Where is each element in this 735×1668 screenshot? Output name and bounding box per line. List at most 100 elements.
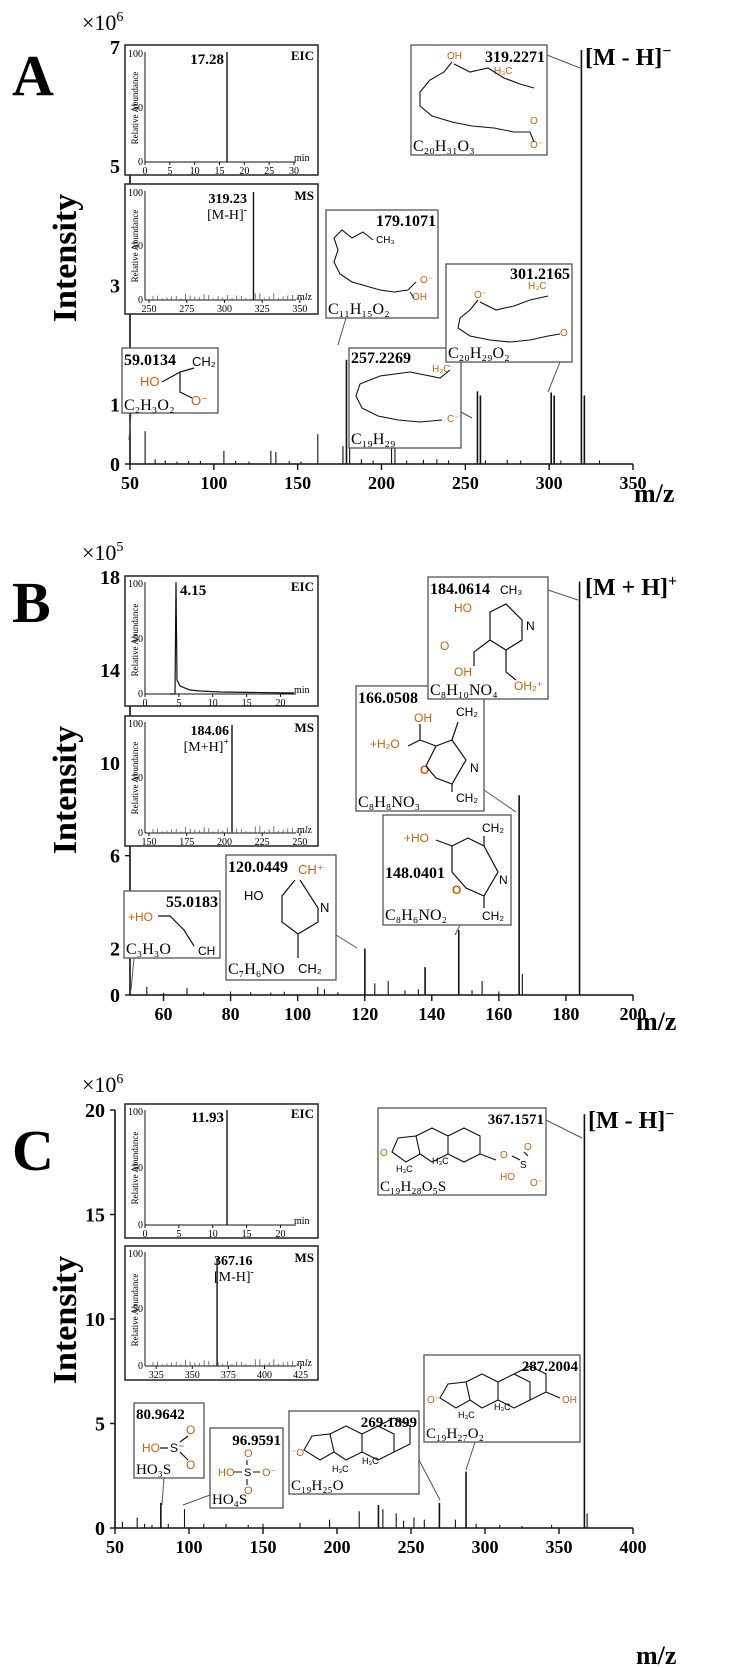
- svg-text:×106: ×106: [82, 1072, 123, 1097]
- x-axis-label: m/z: [634, 479, 674, 508]
- structure-drawing: [457, 295, 561, 343]
- fragment-formula: HO₄S: [212, 1492, 247, 1508]
- annotation-301: 301.2165 C₂₀H₂₉O₂ O⁻ H₃C O: [445, 263, 573, 393]
- ms-inset: Relative Abundance 100 50 0 MS 367.16 [M…: [124, 1245, 319, 1381]
- fragment-mz: 179.1071: [376, 213, 436, 230]
- y-axis-label: Intensity: [47, 1256, 84, 1384]
- ms-ion-sup: +: [223, 737, 229, 748]
- svg-text:[M+H]+: [M+H]+: [184, 737, 230, 755]
- inset-x-tick-label: 15: [215, 166, 225, 177]
- struct-label: H₃C: [362, 1456, 379, 1466]
- fragment-formula: C₇H₆NO: [228, 961, 285, 978]
- fragment-formula: HO₃S: [136, 1462, 171, 1478]
- y-axis-label: Intensity: [47, 194, 84, 322]
- struct-label: CH⁺: [298, 862, 324, 877]
- ms-ion-sup: -: [251, 1267, 254, 1278]
- inset-x-tick-label: 350: [185, 1370, 200, 1381]
- fragment-mz: 301.2165: [510, 266, 570, 283]
- svg-text:[M-H]-: [M-H]-: [214, 1267, 254, 1285]
- svg-text:[M - H]−: [M - H]−: [588, 1106, 674, 1134]
- y-tick-label: 20: [85, 1100, 105, 1122]
- ion-label: [M + H]: [585, 575, 668, 601]
- eic-unit: min: [294, 685, 310, 696]
- annotation-96: 96.9591 HO₄S O HO S O⁻ O: [182, 1427, 284, 1509]
- eic-ymax: 100: [128, 1107, 143, 1118]
- y-tick-label: 2: [110, 939, 120, 961]
- panel-letter: B: [12, 570, 51, 635]
- eic-frame: [124, 575, 319, 707]
- struct-label: N: [499, 873, 508, 887]
- inset-x-tick-label: 20: [275, 1229, 285, 1240]
- inset-x-tick-label: 325: [149, 1370, 164, 1381]
- struct-label: S: [520, 1160, 527, 1171]
- eic-ymid: 50: [133, 103, 143, 114]
- y-tick-label: 5: [95, 1414, 105, 1436]
- eic-ylabel: Relative Abundance: [130, 604, 140, 677]
- eic-peak-label: 4.15: [180, 583, 206, 599]
- y-tick-label: 10: [85, 1309, 105, 1331]
- fragment-mz: 166.0508: [358, 690, 418, 707]
- x-tick-label: 160: [485, 1004, 512, 1024]
- y-tick-label: 18: [100, 567, 120, 589]
- fragment-mz: 367.1571: [488, 1112, 544, 1128]
- struct-label: CH₂: [482, 821, 504, 835]
- x-tick-label: 300: [536, 473, 563, 493]
- structure-drawing: [435, 836, 499, 908]
- fragment-formula: C₁₉H₂₉: [351, 431, 396, 448]
- x-tick-label: 50: [106, 1537, 124, 1557]
- x-tick-label: 200: [620, 1004, 647, 1024]
- inset-x-tick-label: 30: [289, 166, 299, 177]
- x-tick-label: 180: [552, 1004, 579, 1024]
- struct-label: HO: [142, 1441, 160, 1455]
- inset-x-tick-label: 10: [208, 698, 218, 709]
- struct-label: H₃C: [458, 1410, 475, 1420]
- ion-label: [M - H]: [588, 1108, 665, 1134]
- x-tick-label: 300: [472, 1537, 499, 1557]
- ms-unit: m/z: [297, 1358, 313, 1369]
- struct-label: CH₃: [500, 583, 522, 597]
- svg-text:×105: ×105: [82, 540, 123, 565]
- ion-sup: −: [665, 1106, 674, 1123]
- eic-ymax: 100: [128, 579, 143, 590]
- peaks: [144, 49, 601, 464]
- inset-x-tick-label: 5: [167, 166, 172, 177]
- struct-label: HO: [500, 1172, 515, 1183]
- struct-label: OH: [447, 51, 462, 62]
- x-tick-label: 200: [368, 473, 395, 493]
- inset-x-tick-label: 5: [176, 698, 181, 709]
- inset-x-tick-label: 20: [239, 166, 249, 177]
- ms-inset: Relative Abundance 100 50 0 MS 184.06 [M…: [124, 715, 319, 848]
- ms-peak-label: 319.23: [209, 192, 248, 207]
- ms-ymin: 0: [138, 828, 143, 839]
- y-multiplier: ×10: [82, 10, 116, 35]
- panel-letter: A: [12, 43, 54, 108]
- inset-x-tick-label: 0: [143, 1229, 148, 1240]
- fragment-formula: C₈H₆NO₂: [385, 907, 447, 924]
- y-tick-label: 0: [95, 1518, 105, 1540]
- fragment-mz: 319.2271: [485, 49, 545, 66]
- struct-label: H₃C: [494, 1402, 511, 1412]
- annotation-55: 55.0183 C₃H₃O +HO CH: [123, 890, 221, 991]
- ms-ion: [M+H]: [184, 740, 224, 755]
- ms-ylabel: Relative Abundance: [130, 742, 140, 815]
- fragment-mz: 96.9591: [232, 1433, 281, 1449]
- struct-label: OH: [454, 665, 472, 679]
- ms-ylabel: Relative Abundance: [130, 210, 140, 283]
- struct-label: H₃C: [396, 1164, 413, 1174]
- structure-drawing: [234, 1460, 260, 1485]
- inset-x-tick-label: 10: [208, 1229, 218, 1240]
- struct-label: O: [440, 639, 449, 653]
- eic-unit: min: [294, 1216, 310, 1227]
- ms-ymin: 0: [138, 1361, 143, 1372]
- ms-frame: [124, 715, 319, 847]
- inset-x-tick-label: 15: [242, 698, 252, 709]
- inset-x-tick-label: 15: [242, 1229, 252, 1240]
- ms-tag: MS: [295, 1250, 315, 1265]
- svg-text:×106: ×106: [82, 10, 123, 35]
- x-tick-label: 100: [176, 1537, 203, 1557]
- struct-label: CH₂: [192, 354, 216, 369]
- fragment-mz: 287.2004: [522, 1359, 579, 1375]
- struct-label: HO: [454, 601, 472, 615]
- struct-label: CH₂: [482, 909, 504, 923]
